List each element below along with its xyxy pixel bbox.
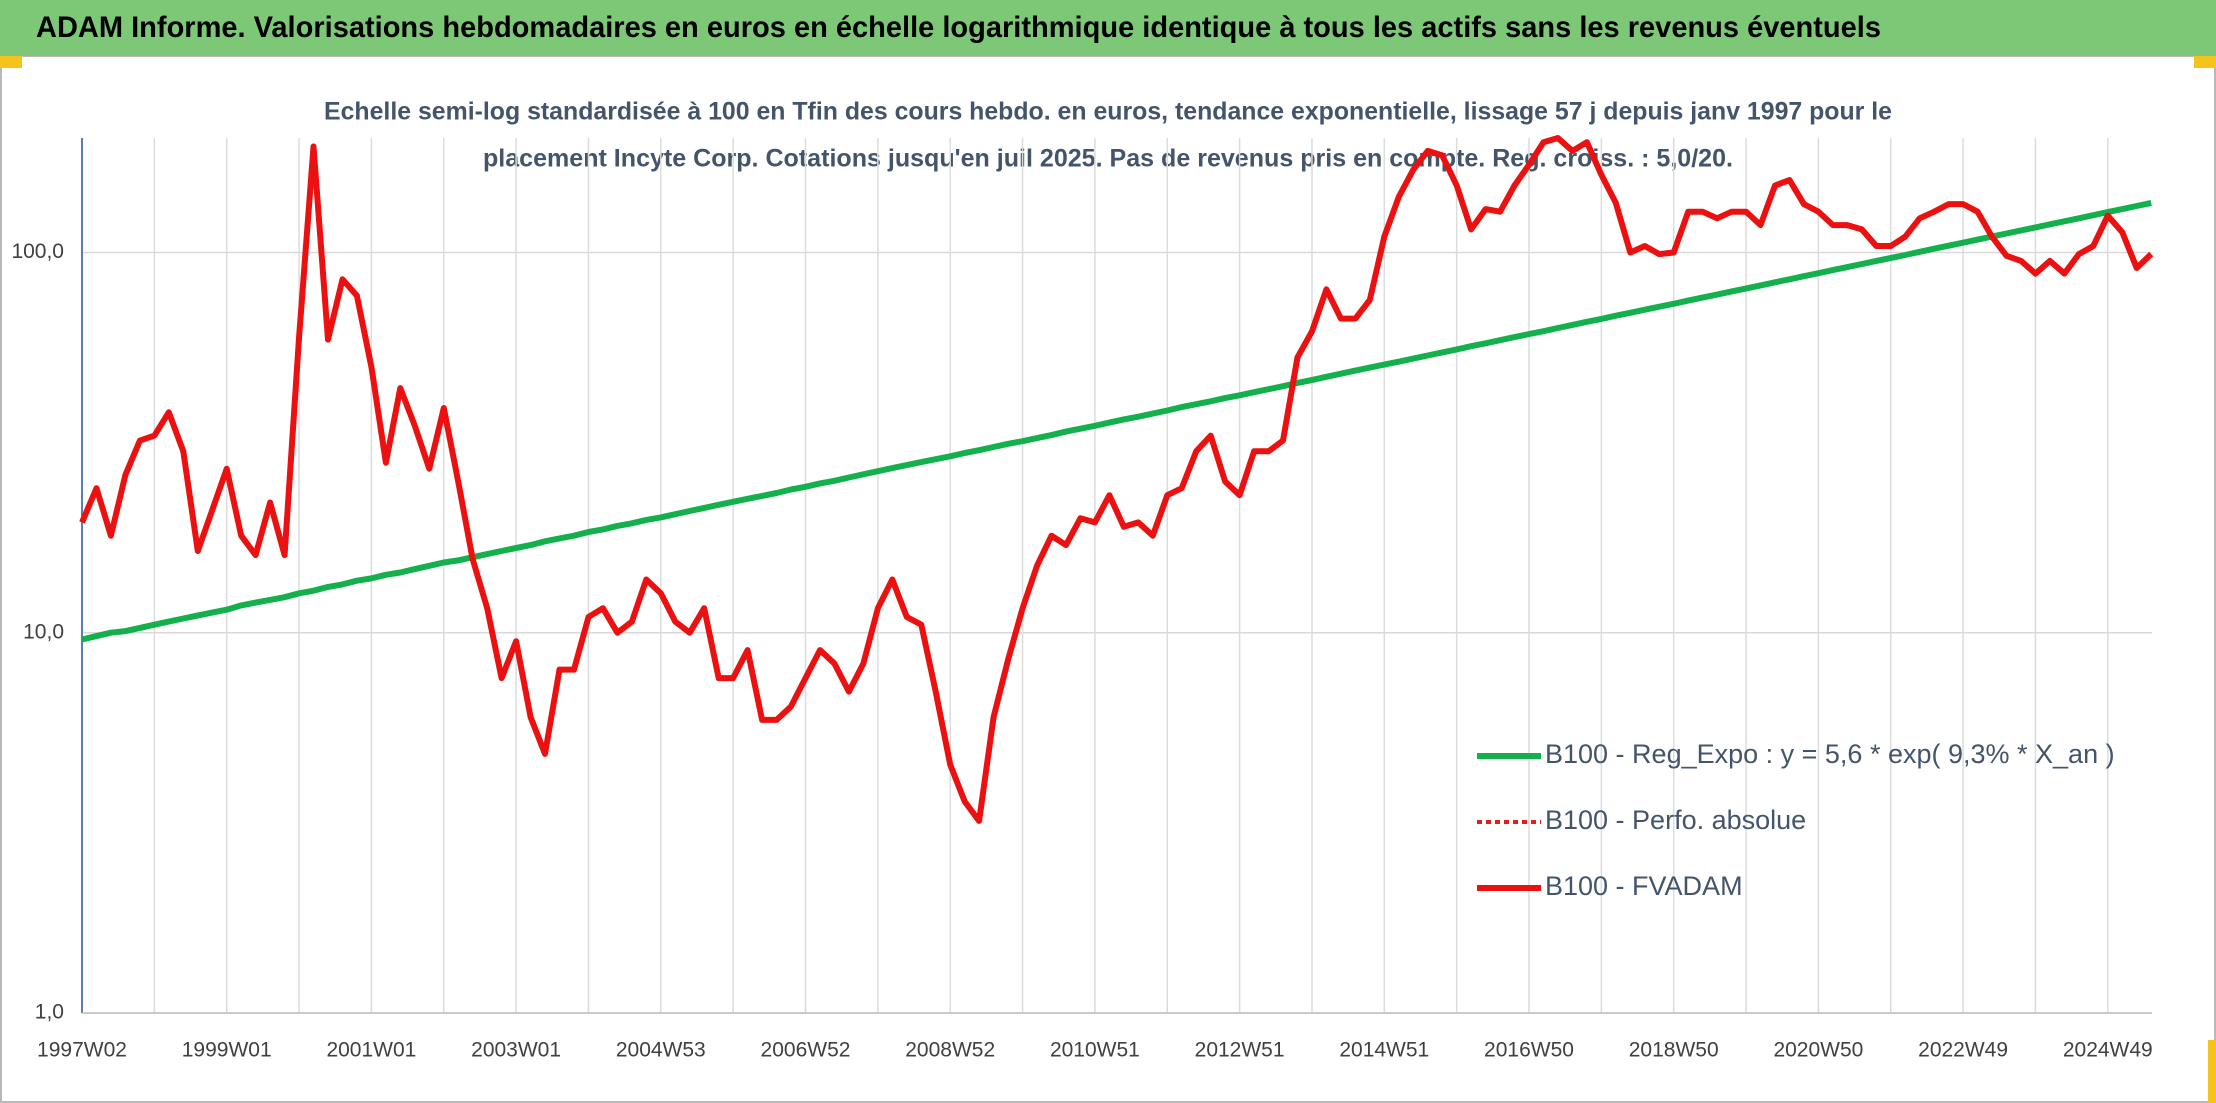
x-tick-label: 2020W50 — [1773, 1039, 1863, 1062]
y-tick-label: 10,0 — [23, 620, 64, 643]
x-tick-label: 2022W49 — [1918, 1039, 2008, 1062]
corner-mark — [2208, 1040, 2216, 1103]
series-line — [79, 135, 2154, 824]
legend-label: B100 - Perfo. absolue — [1545, 805, 1806, 835]
x-tick-label: 1999W01 — [182, 1039, 272, 1062]
legend-label: B100 - Reg_Expo : y = 5,6 * exp( 9,3% * … — [1545, 739, 2115, 769]
x-tick-label: 1997W02 — [37, 1039, 127, 1062]
x-tick-label: 2006W52 — [761, 1039, 851, 1062]
chart-title: ADAM Informe. Valorisations hebdomadaire… — [36, 11, 1881, 44]
header-bar — [0, 0, 2216, 56]
x-tick-label: 2003W01 — [471, 1039, 561, 1062]
legend-label: B100 - FVADAM — [1545, 871, 1743, 901]
x-tick-label: 2018W50 — [1629, 1039, 1719, 1062]
x-tick-label: 2024W49 — [2063, 1039, 2153, 1062]
corner-mark — [0, 56, 22, 68]
x-tick-label: 2012W51 — [1195, 1039, 1285, 1062]
chart-subtitle: Echelle semi-log standardisée à 100 en T… — [324, 98, 1892, 126]
series-line — [81, 199, 2152, 643]
x-tick-label: 2010W51 — [1050, 1039, 1140, 1062]
y-tick-label: 100,0 — [11, 240, 64, 263]
chart-subtitle: placement Incyte Corp. Cotations jusqu'e… — [483, 145, 1733, 173]
x-tick-label: 2008W52 — [905, 1039, 995, 1062]
x-tick-label: 2014W51 — [1339, 1039, 1429, 1062]
plot-area: 1,0 10,0 100,0 1997W02 1999W01 2001W01 2003W01… — [11, 135, 2154, 1062]
y-tick-label: 1,0 — [35, 1001, 64, 1024]
x-tick-label: 2001W01 — [326, 1039, 416, 1062]
corner-mark — [2194, 56, 2216, 68]
x-tick-label: 2016W50 — [1484, 1039, 1574, 1062]
x-tick-label: 2004W53 — [616, 1039, 706, 1062]
